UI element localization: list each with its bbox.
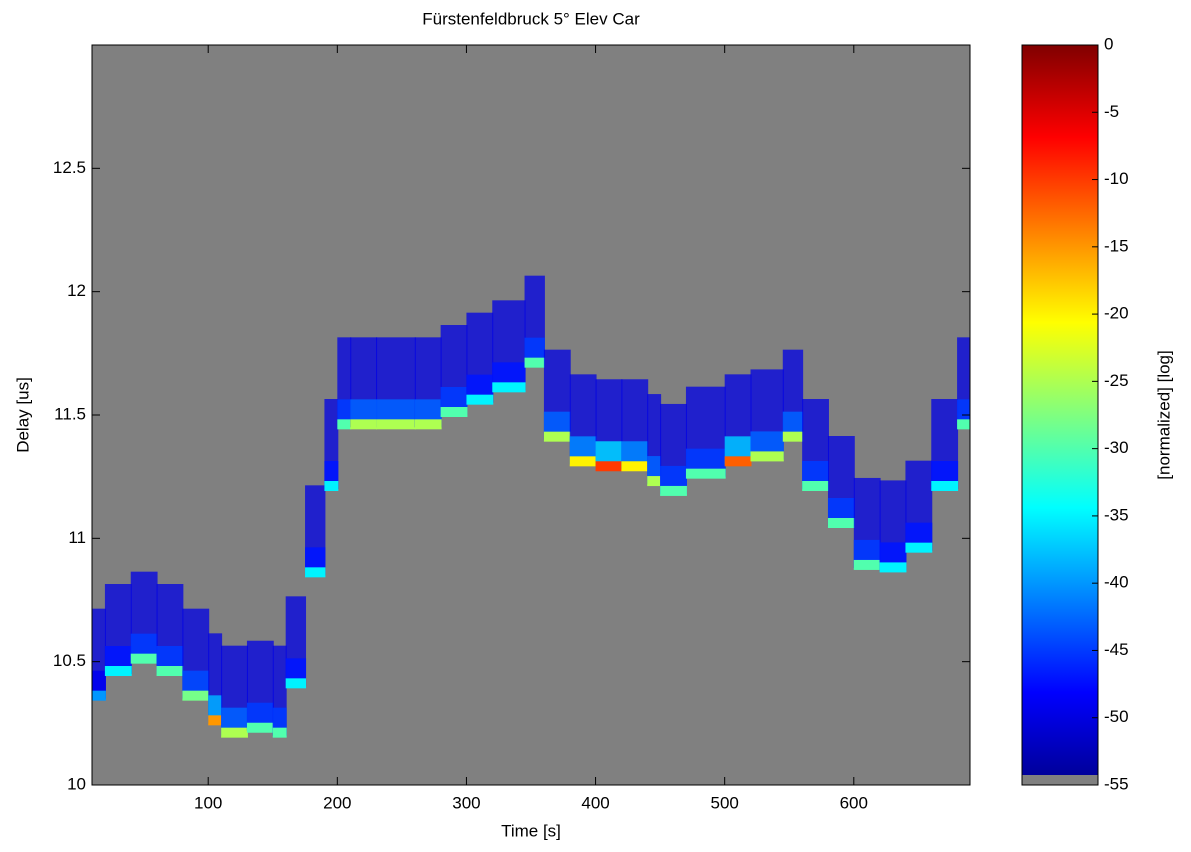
x-tick-label: 200 <box>323 793 351 812</box>
energy-ridge <box>685 468 726 479</box>
energy-ridge <box>305 567 326 578</box>
energy-ridge <box>750 451 784 462</box>
energy-ridge <box>285 678 307 689</box>
energy-ridge <box>724 456 752 467</box>
colorbar <box>1022 45 1098 785</box>
colorbar-under <box>1022 775 1098 785</box>
energy-ridge <box>324 481 339 491</box>
colorbar-tick-label: -40 <box>1104 573 1129 592</box>
energy-ridge <box>440 407 468 417</box>
energy-ridge <box>350 419 378 430</box>
energy-ridge <box>208 715 223 726</box>
energy-ridge <box>130 653 158 664</box>
energy-ridge <box>879 562 907 573</box>
energy-ridge <box>802 481 829 491</box>
colorbar-tick-label: -20 <box>1104 304 1129 323</box>
colorbar-tick-label: -25 <box>1104 371 1129 390</box>
colorbar-tick-label: -30 <box>1104 438 1129 457</box>
energy-ridge <box>524 357 545 368</box>
x-tick-label: 100 <box>194 793 222 812</box>
energy-ridge <box>104 666 132 676</box>
energy-ridge <box>492 382 526 393</box>
energy-ridge <box>156 666 184 676</box>
energy-ridge <box>182 690 210 701</box>
energy-ridge <box>782 431 804 442</box>
y-tick-label: 11 <box>68 528 86 547</box>
energy-ridge <box>221 727 248 738</box>
energy-ridge <box>466 394 494 405</box>
chart-title: Fürstenfeldbruck 5° Elev Car <box>422 9 640 28</box>
energy-ridge <box>414 419 442 430</box>
colorbar-tick-label: -35 <box>1104 505 1129 524</box>
colorbar-tick-label: 0 <box>1104 34 1113 53</box>
energy-ridge <box>337 419 352 430</box>
colorbar-tick-label: -50 <box>1104 707 1129 726</box>
energy-ridge <box>905 542 933 553</box>
energy-ridge <box>853 559 881 570</box>
y-tick-label: 10.5 <box>53 651 86 670</box>
energy-ridge <box>595 461 623 472</box>
energy-ridge <box>647 476 662 487</box>
colorbar-tick-label: -15 <box>1104 236 1129 255</box>
energy-ridge <box>92 690 106 701</box>
energy-ridge <box>272 727 287 738</box>
energy-ridge <box>246 722 274 733</box>
x-axis-label: Time [s] <box>501 821 561 840</box>
colorbar-tick-label: -10 <box>1104 169 1129 188</box>
y-tick-label: 11.5 <box>54 404 86 423</box>
y-tick-label: 10 <box>67 774 86 793</box>
colorbar-label: [normalized] [log] <box>1154 350 1173 479</box>
y-tick-label: 12 <box>67 281 86 300</box>
energy-ridge <box>827 518 855 528</box>
energy-ridge <box>621 461 649 472</box>
energy-ridge <box>931 481 959 491</box>
energy-ridge <box>543 431 571 442</box>
y-axis-label: Delay [us] <box>13 377 32 453</box>
energy-ridge <box>376 419 416 430</box>
colorbar-tick-label: -45 <box>1104 640 1129 659</box>
energy-ridge <box>569 456 597 467</box>
colorbar-tick-label: -5 <box>1104 102 1119 121</box>
colorbar-frame <box>1021 44 1099 786</box>
energy-ridge <box>957 419 970 430</box>
x-tick-label: 600 <box>840 793 868 812</box>
energy-ridge <box>660 485 687 496</box>
colorbar-tick-label: -55 <box>1104 774 1129 793</box>
x-tick-label: 400 <box>581 793 609 812</box>
x-tick-label: 300 <box>452 793 480 812</box>
x-tick-label: 500 <box>710 793 738 812</box>
y-tick-label: 12.5 <box>53 158 86 177</box>
